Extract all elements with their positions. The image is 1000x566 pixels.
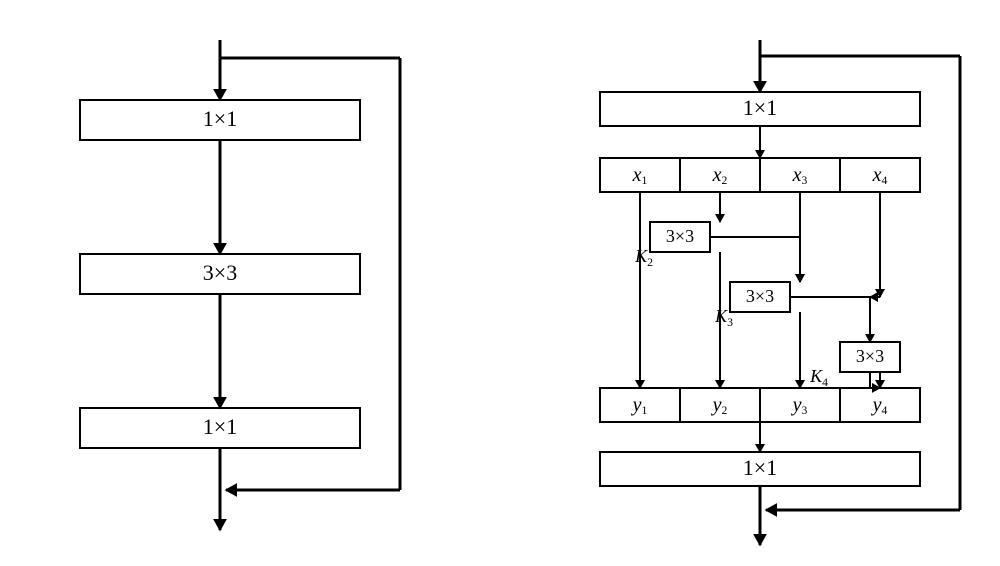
right-conv-4-label: 3×3 <box>856 346 884 366</box>
right-y-cell-3: y3 <box>791 394 808 417</box>
right-y-cell-2: y2 <box>711 394 728 417</box>
left-block-2-label: 3×3 <box>203 260 237 285</box>
right-y-cell-4: y4 <box>871 394 888 417</box>
right-y-cell-1: y1 <box>631 394 648 417</box>
left-block-1-label: 1×1 <box>203 106 237 131</box>
right-block-1-label: 1×1 <box>743 95 777 120</box>
right-c2-to-c3 <box>710 237 800 282</box>
right-block-3-label: 1×1 <box>743 455 777 480</box>
right-c4-to-y4 <box>870 372 880 388</box>
right-conv-2-label: 3×3 <box>666 226 694 246</box>
right-x-cell-1: x1 <box>632 164 648 187</box>
right-x-cell-3: x3 <box>792 164 808 187</box>
right-x-cell-2: x2 <box>712 164 728 187</box>
right-conv-4-K: K4 <box>809 366 828 389</box>
right-conv-3-label: 3×3 <box>746 286 774 306</box>
right-x-cell-4: x4 <box>872 164 888 187</box>
right-c3-to-c4 <box>790 297 870 342</box>
left-block-3-label: 1×1 <box>203 414 237 439</box>
